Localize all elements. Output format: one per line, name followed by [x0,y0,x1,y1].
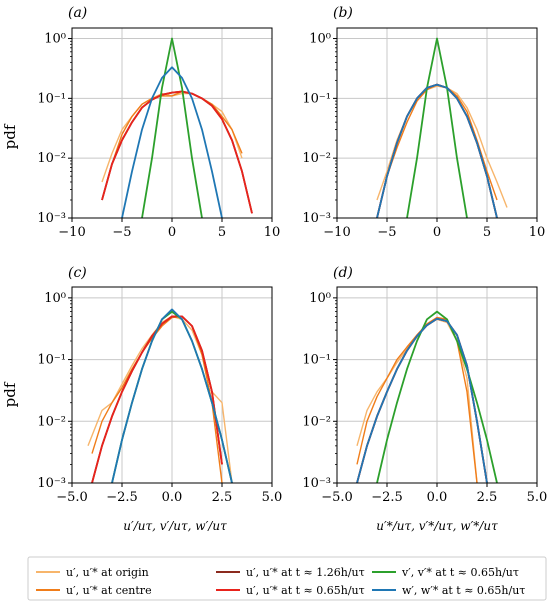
y-tick-label: 10⁰ [44,291,66,306]
legend-label: u′, u′* at t ≈ 1.26h/uτ [246,566,365,579]
x-tick-label: 10 [264,225,281,240]
y-tick-label: 10⁻¹ [37,91,66,106]
y-tick-label: 10⁻³ [37,211,66,226]
y-tick-label: 10⁻² [302,151,331,166]
series-line [101,90,253,214]
x-tick-label: 0.0 [162,490,183,505]
legend-label: v′, v′* at t ≈ 0.65h/uτ [401,566,519,579]
panel-label-a: (a) [68,5,87,21]
series-line [91,315,223,483]
series-line [91,315,223,483]
panel-label-d: (d) [333,265,353,281]
series-line [111,90,243,165]
series-line [406,37,468,218]
ylabel-bottom: pdf [1,381,19,407]
xlabel-left: u′/uτ, v′/uτ, w′/uτ [123,519,227,533]
series-line [101,90,253,214]
y-tick-label: 10⁻² [302,414,331,429]
panel-label-b: (b) [333,5,353,21]
x-tick-label: 0.0 [427,490,448,505]
x-tick-label: −10 [323,225,350,240]
legend-frame [27,556,547,601]
series-line [141,37,203,218]
xlabel-right: u′*/uτ, v′*/uτ, w′*/uτ [376,519,498,533]
x-tick-label: 5.0 [527,490,548,505]
x-tick-label: 2.5 [212,490,233,505]
series-line [111,308,233,483]
series-line [121,66,223,218]
x-tick-label: 0 [433,225,441,240]
series-line [376,310,498,483]
x-tick-label: 0 [168,225,176,240]
x-tick-label: 10 [529,225,546,240]
x-tick-label: −5.0 [321,490,353,505]
legend-label: u′, u′* at t ≈ 0.65h/uτ [246,584,365,597]
y-tick-label: 10⁻² [37,151,66,166]
panel-d: −5.0 −2.5 0.0 2.5 5.0 10⁻³ 10⁻² 10⁻¹ 10⁰ [302,286,548,505]
y-tick-label: 10⁻¹ [302,91,331,106]
panel-a: −10 −5 0 5 10 10⁻³ 10⁻² 10⁻¹ 10⁰ [37,27,281,240]
x-tick-label: −2.5 [371,490,403,505]
y-tick-label: 10⁰ [44,32,66,47]
x-tick-label: 2.5 [477,490,498,505]
legend-label: u′, u′* at centre [66,584,152,597]
y-tick-label: 10⁻³ [37,476,66,491]
x-tick-label: −5 [377,225,396,240]
legend: u′, u′* at origin u′, u′* at centre u′, u′… [27,556,547,601]
series-line [356,317,488,483]
legend-label: w′, w′* at t ≈ 0.65h/uτ [402,584,525,597]
panel-label-c: (c) [68,265,87,281]
y-tick-label: 10⁻¹ [37,353,66,368]
ylabel-top: pdf [1,123,19,149]
y-tick-label: 10⁰ [309,32,331,47]
x-tick-label: −5 [112,225,131,240]
panel-c: −5.0 −2.5 0.0 2.5 5.0 10⁻³ 10⁻² 10⁻¹ 10⁰ [37,286,283,505]
x-tick-label: 5 [483,225,491,240]
x-tick-label: −2.5 [106,490,138,505]
y-tick-label: 10⁻³ [302,476,331,491]
y-tick-label: 10⁰ [309,291,331,306]
y-tick-label: 10⁻² [37,414,66,429]
series-line [91,315,223,483]
series-line [376,83,498,218]
x-tick-label: −10 [58,225,85,240]
y-tick-label: 10⁻¹ [302,353,331,368]
legend-label: u′, u′* at origin [66,566,149,579]
panel-b: −10 −5 0 5 10 10⁻³ 10⁻² 10⁻¹ 10⁰ [302,27,546,240]
series-line [386,83,498,201]
x-tick-label: 5.0 [262,490,283,505]
x-tick-label: 5 [218,225,226,240]
x-tick-label: −5.0 [56,490,88,505]
y-tick-label: 10⁻³ [302,211,331,226]
